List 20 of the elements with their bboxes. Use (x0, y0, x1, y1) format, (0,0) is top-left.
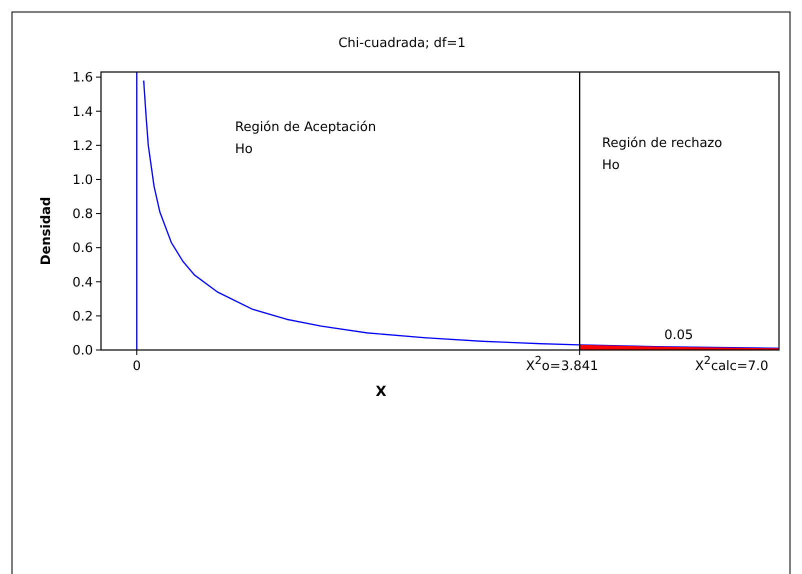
annotation: Región de Aceptación Ho (235, 120, 376, 157)
y-tick-label: 0.6 (72, 241, 93, 256)
x-tick-label: 3.841 (561, 359, 598, 374)
y-tick-label: 1.0 (72, 173, 93, 188)
x-tick-label: 0 (132, 359, 141, 374)
y-axis-title: Densidad (39, 196, 54, 266)
chart-title: Chi-cuadrada; df=1 (338, 36, 466, 51)
y-tick-label: 1.6 (72, 70, 93, 86)
text: X$^{2}$o= (526, 354, 561, 374)
annotation: 0.05 (664, 328, 694, 343)
y-tick-label: 1.2 (72, 138, 93, 154)
line-series (143, 80, 779, 349)
text: X$^{2}$calc=7.0 (695, 354, 768, 374)
y-tick-label: 0.2 (72, 309, 93, 324)
annotation: Región de rechazo Ho (602, 136, 722, 173)
x-axis-title: X (376, 384, 387, 400)
y-tick-label: 0.0 (72, 344, 93, 359)
y-tick-label: 0.4 (72, 275, 93, 290)
y-tick-label: 0.8 (72, 207, 93, 222)
y-tick-label: 1.4 (72, 104, 93, 120)
